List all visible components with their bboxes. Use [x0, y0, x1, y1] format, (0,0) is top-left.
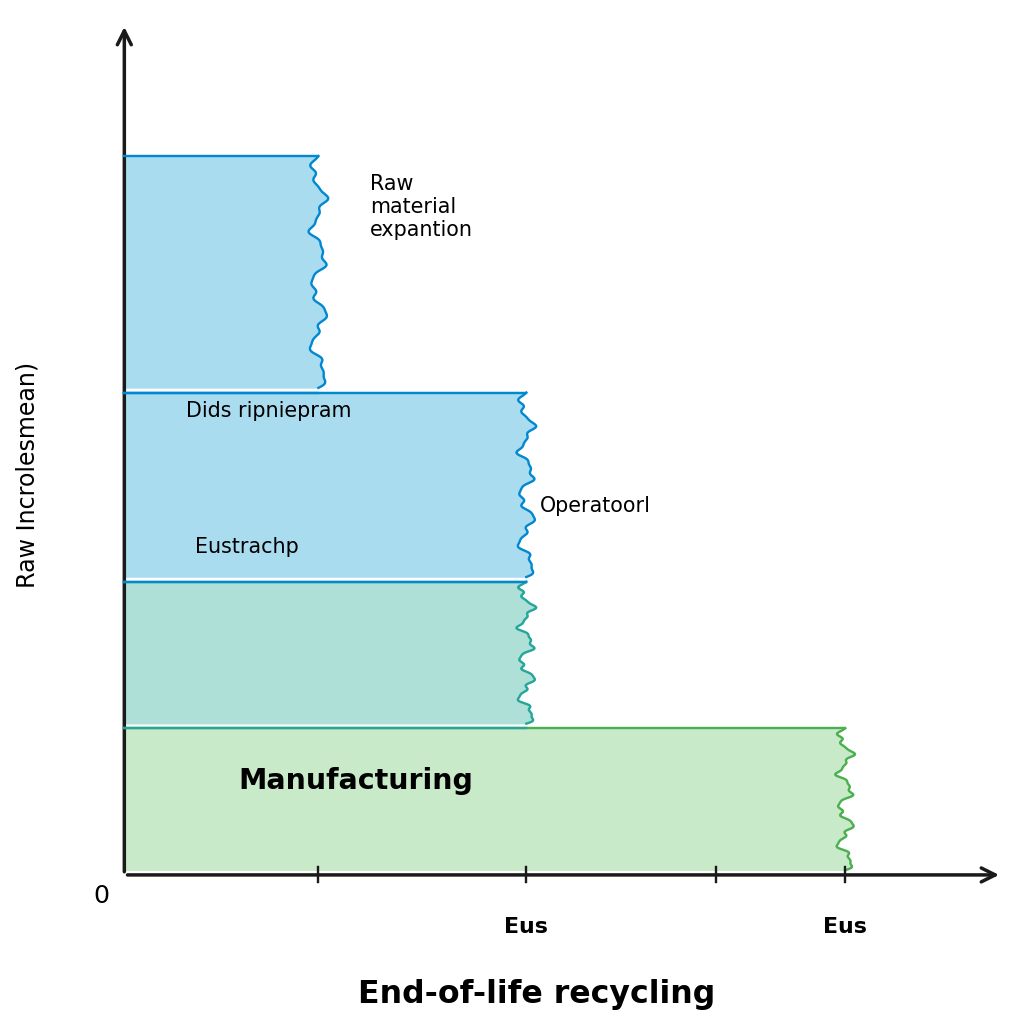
- Text: Eus: Eus: [505, 917, 548, 938]
- Polygon shape: [124, 156, 328, 388]
- Text: Eustrachp: Eustrachp: [195, 538, 299, 557]
- Polygon shape: [124, 728, 855, 870]
- Text: 0: 0: [93, 883, 109, 908]
- Text: Manufacturing: Manufacturing: [238, 767, 473, 795]
- Text: Eus: Eus: [823, 917, 867, 938]
- Text: Raw Incrolesmean): Raw Incrolesmean): [15, 362, 39, 588]
- Text: Operatoorl: Operatoorl: [540, 497, 652, 516]
- Text: Dids ripniepram: Dids ripniepram: [186, 401, 351, 421]
- Text: End-of-life recycling: End-of-life recycling: [358, 979, 715, 1010]
- Text: Raw
material
expantion: Raw material expantion: [370, 173, 473, 240]
- Polygon shape: [124, 393, 537, 577]
- Polygon shape: [124, 582, 537, 723]
